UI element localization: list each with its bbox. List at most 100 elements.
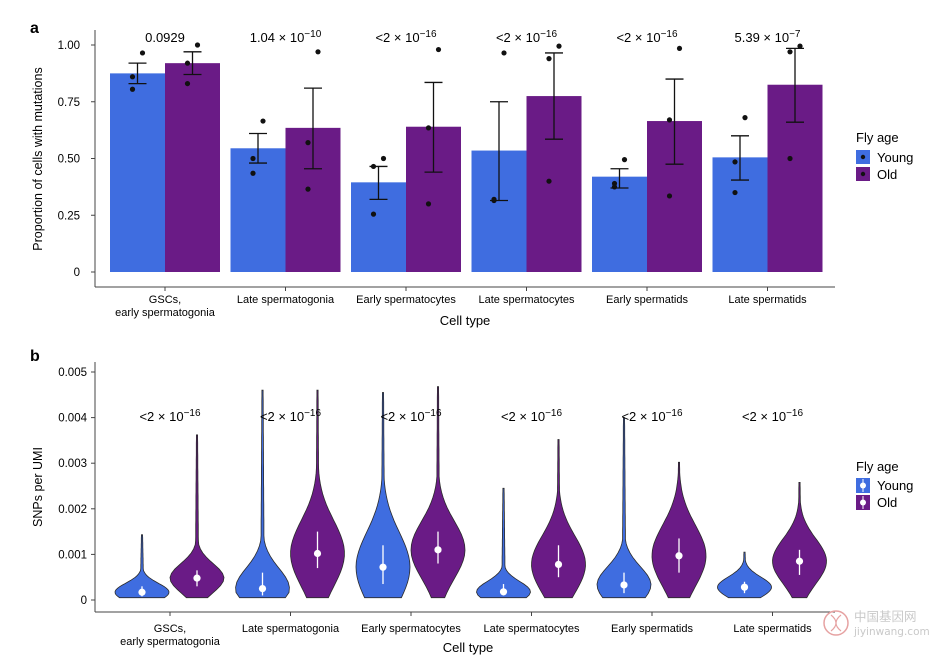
panel-a-x-ticks: GSCs, early spermatogonia Late spermatogon… (115, 287, 807, 319)
panel-a-legend: Fly age Young Old (856, 130, 913, 182)
violin-old-5-violin (772, 482, 827, 599)
violin-old-2-violin (410, 386, 466, 599)
panel-a-pvalue-1: 1.04 × 10−10 (250, 29, 322, 45)
point-young-0-0 (139, 50, 146, 56)
point-young-2-0 (380, 155, 387, 162)
point-young-5-2 (732, 189, 738, 196)
panel-b-y-tick-label-0: 0 (81, 595, 87, 607)
violin-old-1-median-dot (313, 549, 322, 558)
panel-b-x-label-1: Late spermatogonia (242, 623, 340, 635)
point-young-4-0 (621, 157, 628, 163)
point-old-3-2 (546, 178, 552, 184)
panel-a-pvalue-4: <2 × 10−16 (616, 29, 678, 45)
violin-young-2-median-dot (379, 563, 387, 571)
panel-a-x-label-3: Late spermatocytes (479, 294, 575, 306)
panel-a-y-tick-label-1: 0.25 (58, 210, 80, 222)
bar-young-1 (230, 148, 286, 272)
panel-a-y-tick-label-3: 0.75 (58, 97, 80, 109)
point-old-1-2 (305, 186, 311, 192)
panel-a-pvalue-3: <2 × 10−16 (496, 29, 558, 45)
panel-a-y-tick-label-4: 1.00 (58, 40, 80, 52)
panel-a-x-label-0: GSCs, early spermatogonia (115, 294, 216, 319)
panel-b-x-label-0: GSCs, early spermatogonia (120, 623, 221, 648)
violin-young-1-median-dot (258, 585, 267, 593)
violin-young-5-median-dot (740, 583, 749, 591)
point-young-3-2 (491, 197, 497, 204)
panel-b-y-axis-label: SNPs per UMI (31, 447, 45, 527)
panel-a-error-bars (128, 47, 804, 202)
point-young-2-2 (370, 211, 377, 217)
point-young-0-2 (129, 86, 136, 92)
violin-young-0-median-dot (138, 588, 146, 596)
panel-a-label: a (30, 20, 39, 37)
legend-b-old-dot (860, 499, 866, 506)
violin-young-3-median-dot (499, 588, 508, 596)
panel-b-legend: Fly age Young Old (856, 459, 913, 510)
panel-b-pvalue-4: <2 × 10−16 (621, 408, 683, 424)
violin-young-3-violin (476, 487, 531, 599)
point-old-3-0 (556, 43, 562, 49)
violin-old-3-violin (531, 439, 586, 599)
watermark-logo: 中国基因网 jiyinwang.com (823, 609, 930, 638)
point-young-4-2 (611, 184, 618, 190)
panel-a-x-label-1: Late spermatogonia (237, 294, 335, 306)
point-young-1-1 (250, 155, 256, 162)
legend-a-old-dot (860, 171, 866, 177)
panel-a-bar-chart: a 0 0.25 0.50 0.75 1.00 0.0929 1.04 × 10−10 <2… (30, 20, 913, 328)
point-old-3-1 (546, 56, 552, 62)
violin-old-0-median-dot (193, 574, 201, 582)
bar-young-0 (110, 73, 165, 272)
point-old-4-0 (676, 45, 683, 52)
point-young-1-2 (250, 170, 256, 176)
point-old-0-1 (184, 60, 191, 66)
point-old-0-2 (184, 80, 191, 87)
violin-young-4-violin (596, 417, 652, 599)
violin-young-2-violin (355, 392, 411, 599)
panel-a-x-label-5: Late spermatids (728, 294, 807, 306)
point-old-4-2 (666, 193, 673, 199)
violin-young-4-median-dot (620, 581, 628, 589)
legend-a-young-label: Young (877, 150, 913, 165)
panel-b-x-label-5: Late spermatids (733, 623, 812, 635)
panel-a-pvalue-5: 5.39 × 10−7 (735, 29, 801, 45)
watermark-url: jiyinwang.com (853, 626, 930, 638)
panel-a-x-label-2: Early spermatocytes (356, 294, 456, 306)
panel-a-legend-title: Fly age (856, 130, 899, 145)
panel-b-y-tick-label-1: 0.001 (58, 549, 87, 561)
violin-old-2-median-dot (434, 546, 442, 554)
point-old-1-1 (305, 140, 311, 146)
point-young-0-1 (129, 74, 136, 80)
dna-helix-icon (830, 614, 842, 632)
panel-a-pvalue-2: <2 × 10−16 (375, 29, 437, 45)
panel-b-label: b (30, 348, 40, 365)
panel-b-y-tick-label-4: 0.004 (58, 413, 87, 425)
violin-old-5-median-dot (795, 557, 804, 565)
panel-b-x-label-2: Early spermatocytes (361, 623, 461, 635)
bar-old-0 (165, 63, 220, 272)
point-young-3-0 (501, 50, 507, 56)
panel-b-pvalue-0: <2 × 10−16 (139, 408, 201, 424)
violin-young-5-violin (717, 551, 772, 599)
panel-b-axes: 0 0.001 0.002 0.003 0.004 0.005 (58, 362, 835, 613)
violin-old-4-median-dot (675, 552, 683, 560)
panel-a-x-label-4: Early spermatids (606, 294, 688, 306)
panel-b-violins (114, 386, 827, 599)
point-young-2-1 (370, 163, 377, 170)
bar-young-4 (592, 176, 647, 272)
point-old-5-1 (787, 49, 793, 55)
point-young-1-0 (260, 118, 266, 124)
panel-a-bars (110, 63, 823, 272)
point-old-5-2 (787, 155, 793, 162)
panel-b-legend-title: Fly age (856, 459, 899, 474)
panel-b-y-tick-label-3: 0.003 (58, 458, 87, 470)
legend-b-old-label: Old (877, 495, 897, 510)
point-old-1-0 (315, 49, 321, 55)
point-old-5-0 (797, 43, 803, 49)
watermark-chinese: 中国基因网 (854, 609, 917, 624)
violin-old-0-violin (169, 434, 225, 599)
dna-icon (823, 610, 849, 636)
panel-b-x-label-3: Late spermatocytes (484, 623, 580, 635)
violin-old-3-median-dot (554, 560, 563, 569)
violin-young-1-violin (235, 389, 290, 599)
point-old-2-2 (425, 201, 432, 207)
